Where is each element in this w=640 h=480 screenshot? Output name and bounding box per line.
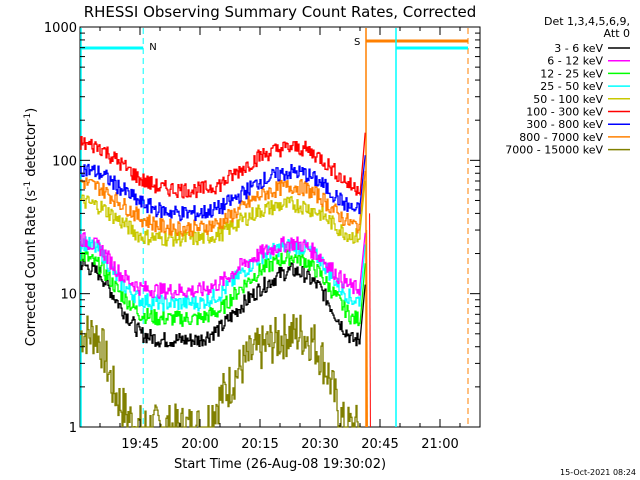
series-layer <box>80 132 371 428</box>
x-tick-label: 20:45 <box>361 437 398 452</box>
x-tick-label: 21:00 <box>421 437 458 452</box>
legend-entry-label: 800 - 7000 keV <box>519 131 603 144</box>
y-axis-label-part3: ) <box>24 108 39 113</box>
y-tick-label: 100 <box>52 154 77 169</box>
series-line-4 <box>80 180 366 247</box>
legend-entry-label: 300 - 800 keV <box>526 118 603 131</box>
series-line-2 <box>80 249 366 327</box>
y-axis-label-sup1: -1 <box>23 181 33 190</box>
chart-title: RHESSI Observing Summary Count Rates, Co… <box>84 3 477 21</box>
legend-header-1: Det 1,3,4,5,6,9, <box>544 15 630 28</box>
footer-timestamp: 15-Oct-2021 08:24 <box>560 468 636 477</box>
series-line-1 <box>80 232 366 300</box>
legend-entry-label: 12 - 25 keV <box>540 67 603 80</box>
legend-header-2: Att 0 <box>604 27 630 40</box>
x-tick-label: 20:30 <box>301 437 338 452</box>
legend-entry-label: 100 - 300 keV <box>526 106 603 119</box>
ticks-layer: 19:45 20:00 20:15 20:30 20:45 21:00 1 10 100 1000 <box>44 21 481 452</box>
legend-entry-label: 50 - 100 keV <box>533 93 603 106</box>
y-tick-label: 10 <box>60 288 77 303</box>
series-line-0 <box>80 258 366 348</box>
legend-entry-label: 3 - 6 keV <box>554 42 603 55</box>
series-line-7 <box>80 170 366 237</box>
x-axis-label: Start Time (26-Aug-08 19:30:02) <box>174 457 386 472</box>
legend-entry-label: 25 - 50 keV <box>540 80 603 93</box>
saa-marker-label: S <box>354 37 360 48</box>
series-line-8 <box>80 313 361 428</box>
y-axis-label-part2: detector <box>24 121 39 181</box>
series-line-6 <box>80 155 366 222</box>
y-axis-label: Corrected Count Rate (s-1 detector-1) <box>23 108 39 346</box>
series-drop-line-2 <box>369 213 371 428</box>
y-tick-label: 1 <box>69 421 77 436</box>
night-marker-label: N <box>149 42 156 53</box>
legend-entry-label: 7000 - 15000 keV <box>505 144 603 157</box>
legend-entry-label: 6 - 12 keV <box>547 55 603 68</box>
x-tick-label: 20:15 <box>241 437 278 452</box>
y-axis-label-sup2: -1 <box>23 113 33 122</box>
x-tick-label: 19:45 <box>121 437 158 452</box>
series-line-5 <box>80 132 366 199</box>
y-tick-label: 1000 <box>44 21 77 36</box>
x-tick-label: 20:00 <box>181 437 218 452</box>
series-drop-line <box>365 230 368 428</box>
y-axis-label-part1: Corrected Count Rate (s <box>24 190 39 347</box>
